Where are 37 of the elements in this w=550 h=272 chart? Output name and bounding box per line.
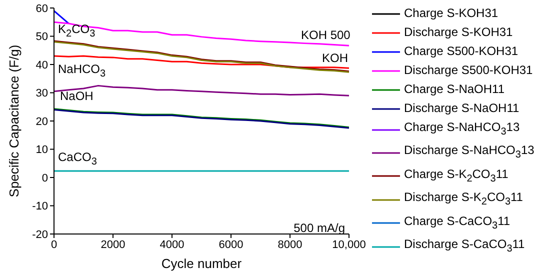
legend-label: Charge S-CaCO$_{3}$11	[404, 212, 510, 233]
legend-label: Discharge S-KOH31	[404, 24, 513, 41]
legend-label: Discharge S-K$_{2}$CO$_{3}$11	[404, 189, 523, 210]
y-tick-label: -10	[32, 200, 48, 213]
y-tick-label: 30	[36, 88, 48, 100]
y-tick-label: 20	[36, 116, 48, 128]
annotation: 500 mA/g	[294, 221, 345, 235]
x-tick-label: 0	[50, 238, 58, 251]
y-tick-label: 10	[36, 144, 48, 156]
annotation: CaCO$_{3}$	[58, 150, 97, 168]
annotation: NaHCO$_{3}$	[58, 62, 106, 80]
x-tick-label: 10,000	[332, 238, 366, 251]
y-tick-label: 0	[42, 172, 48, 184]
legend-label: Discharge S-NaOH11	[404, 100, 520, 117]
legend-label: Charge S-NaOH11	[404, 81, 504, 98]
y-tick-label: 50	[36, 31, 48, 44]
annotation: KOH	[322, 51, 348, 65]
y-tick-label: -20	[32, 228, 48, 241]
legend-label: Discharge S-CaCO$_{3}$11	[404, 236, 525, 256]
x-tick-label: 2000	[100, 238, 126, 251]
x-tick-label: 8000	[278, 238, 302, 251]
legend-label: Charge S-NaHCO$_{3}$13	[404, 119, 520, 140]
legend-label: Charge S500-KOH31	[404, 43, 518, 60]
annotation: K$_{2}$CO$_{3}$	[58, 22, 96, 40]
y-axis-title: Specific Capacitance (F/g)	[6, 44, 22, 198]
annotation: KOH 500	[301, 28, 350, 42]
x-axis-title: Cycle number	[161, 256, 242, 271]
y-tick-label: 60	[36, 2, 48, 15]
y-tick-label: 40	[36, 59, 48, 72]
legend-label: Charge S-K$_{2}$CO$_{3}$11	[404, 166, 508, 186]
legend-label: Charge S-KOH31	[404, 5, 498, 22]
x-tick-label: 4000	[160, 238, 184, 251]
line-series	[54, 21, 349, 46]
legend-label: Discharge S-NaHCO$_{3}$13	[404, 142, 534, 163]
legend-label: Discharge S500-KOH31	[404, 62, 533, 79]
x-tick-label: 6000	[218, 238, 244, 251]
annotation: NaOH	[60, 89, 94, 103]
